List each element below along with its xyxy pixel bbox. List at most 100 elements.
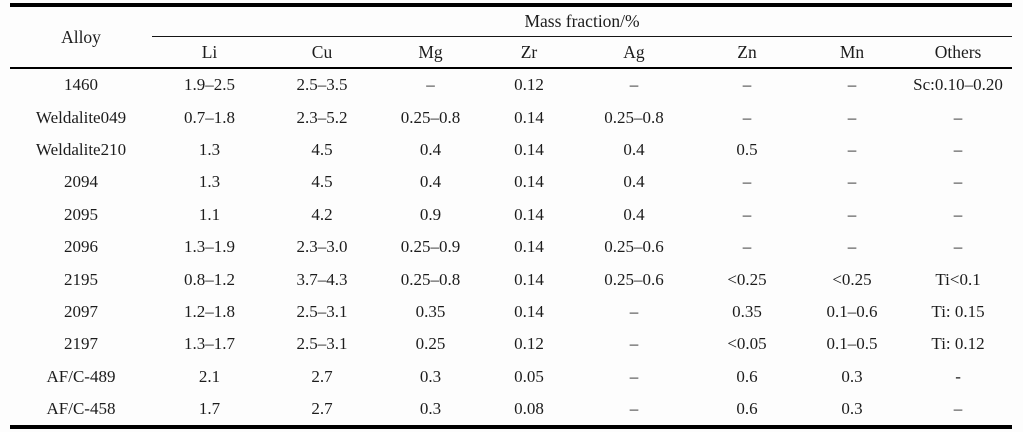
value-cell: 0.35	[732, 301, 762, 321]
alloy-name-cell: AF/C-489	[46, 366, 116, 386]
table-row: 2096 1.3–1.9 2.3–3.0 0.25–0.9 0.14 0.25–0.6 – –…	[10, 231, 1012, 263]
value-cell: 4.5	[311, 172, 333, 192]
table-row: 1460 1.9–2.5 2.5–3.5 – 0.12 – – – Sc:0.10–0.20	[10, 68, 1012, 101]
value-cell: <0.25	[727, 269, 767, 289]
value-cell: <0.25	[832, 269, 872, 289]
value-cell: Sc:0.10–0.20	[913, 75, 1003, 95]
table-row: AF/C-489 2.1 2.7 0.3 0.05 – 0.6 0.3 -	[10, 361, 1012, 393]
value-cell: –	[953, 399, 963, 419]
value-cell: Ti: 0.12	[931, 334, 985, 354]
value-cell: 0.1–0.6	[826, 301, 878, 321]
value-cell: 3.7–4.3	[296, 269, 348, 289]
value-cell: 0.14	[514, 139, 544, 159]
value-cell: 2.3–3.0	[296, 237, 348, 257]
value-cell: 2.7	[311, 399, 333, 419]
value-cell: 1.2–1.8	[184, 301, 235, 321]
table-row: 2197 1.3–1.7 2.5–3.1 0.25 0.12 – <0.05 0.1–0.5 T…	[10, 328, 1012, 360]
value-cell: 0.25–0.9	[400, 237, 461, 257]
value-cell: 1.3–1.7	[184, 334, 235, 354]
value-cell: –	[847, 204, 857, 224]
value-cell: 0.6	[736, 366, 758, 386]
value-cell: –	[742, 204, 752, 224]
value-cell: –	[742, 237, 752, 257]
value-cell: –	[742, 107, 752, 127]
value-cell: 1.3	[198, 139, 221, 159]
value-cell: 0.4	[419, 172, 442, 192]
alloy-name-cell: Weldalite210	[35, 139, 127, 159]
value-cell: 0.12	[514, 75, 544, 95]
value-cell: 0.14	[514, 301, 544, 321]
alloy-name-cell: 2095	[64, 204, 98, 224]
value-cell: 0.14	[514, 172, 544, 192]
value-cell: 0.7–1.8	[184, 107, 235, 127]
value-cell: –	[742, 75, 752, 95]
value-cell: –	[953, 204, 963, 224]
value-cell: 0.14	[514, 107, 544, 127]
value-cell: 2.5–3.5	[296, 75, 348, 95]
value-cell: Ti<0.1	[935, 269, 981, 289]
top-header-row: Alloy Mass fraction/%	[10, 5, 1013, 69]
column-header-mn: Mn	[800, 36, 904, 69]
value-cell: –	[953, 237, 963, 257]
column-header-zr: Zr	[484, 36, 574, 69]
alloy-name-cell: 2097	[64, 301, 98, 321]
value-cell: 0.3	[841, 366, 863, 386]
value-cell: –	[847, 75, 857, 95]
column-header-mg: Mg	[377, 36, 484, 69]
value-cell: -	[955, 366, 961, 386]
sub-header-row: Li Cu Mg Zr Ag Zn Mn Others	[10, 36, 1013, 69]
value-cell: –	[629, 399, 639, 419]
column-header-alloy: Alloy	[10, 5, 152, 69]
value-cell: 0.4	[623, 172, 645, 192]
alloy-name-cell: 1460	[64, 75, 98, 95]
value-cell: 0.9	[419, 204, 442, 224]
alloy-name-cell: 2195	[64, 269, 98, 289]
column-header-zn: Zn	[694, 36, 800, 69]
value-cell: 0.6	[736, 399, 758, 419]
table-row: Weldalite210 1.3 4.5 0.4 0.14 0.4 0.5 – –	[10, 134, 1012, 166]
value-cell: 0.25	[415, 334, 446, 354]
value-cell: 0.05	[514, 366, 544, 386]
table-body: 1460 1.9–2.5 2.5–3.5 – 0.12 – – – Sc:0.10–0.20 We…	[10, 68, 1012, 427]
value-cell: 0.3	[841, 399, 863, 419]
value-cell: 0.4	[623, 139, 645, 159]
value-cell: –	[847, 172, 857, 192]
alloy-name-cell: 2096	[64, 237, 98, 257]
value-cell: 4.5	[311, 139, 333, 159]
column-header-ag: Ag	[574, 36, 694, 69]
value-cell: 0.25–0.6	[604, 237, 664, 257]
value-cell: –	[847, 139, 857, 159]
value-cell: 0.4	[419, 139, 442, 159]
value-cell: –	[953, 107, 963, 127]
value-cell: 1.1	[198, 204, 221, 224]
value-cell: 0.25–0.8	[400, 269, 461, 289]
value-cell: Ti: 0.15	[931, 301, 985, 321]
table-header: Alloy Mass fraction/% Li Cu Mg Zr Ag Zn Mn Othe…	[10, 5, 1013, 69]
value-cell: 0.1–0.5	[826, 334, 878, 354]
value-cell: –	[426, 75, 435, 95]
value-cell: 0.14	[514, 204, 544, 224]
value-cell: 2.1	[198, 366, 221, 386]
value-cell: –	[847, 107, 857, 127]
value-cell: 4.2	[311, 204, 333, 224]
value-cell: 0.25–0.8	[400, 107, 461, 127]
alloy-name-cell: AF/C-458	[46, 399, 116, 419]
value-cell: 2.5–3.1	[296, 334, 348, 354]
value-cell: 0.35	[415, 301, 446, 321]
table-row: 2094 1.3 4.5 0.4 0.14 0.4 – – –	[10, 166, 1012, 198]
value-cell: –	[953, 139, 963, 159]
value-cell: 0.25–0.6	[604, 269, 664, 289]
alloy-name-cell: Weldalite049	[35, 107, 127, 127]
value-cell: 2.3–5.2	[296, 107, 348, 127]
value-cell: 0.14	[514, 269, 544, 289]
table-row: AF/C-458 1.7 2.7 0.3 0.08 – 0.6 0.3 –	[10, 393, 1012, 427]
group-header-mass-fraction: Mass fraction/%	[152, 5, 1013, 37]
value-cell: –	[629, 75, 639, 95]
table-row: 2095 1.1 4.2 0.9 0.14 0.4 – – –	[10, 199, 1012, 231]
value-cell: 0.4	[623, 204, 645, 224]
column-header-others: Others	[904, 36, 1013, 69]
value-cell: 0.8–1.2	[184, 269, 235, 289]
value-cell: <0.05	[727, 334, 767, 354]
alloy-composition-table: Alloy Mass fraction/% Li Cu Mg Zr Ag Zn Mn Othe…	[10, 3, 1013, 430]
